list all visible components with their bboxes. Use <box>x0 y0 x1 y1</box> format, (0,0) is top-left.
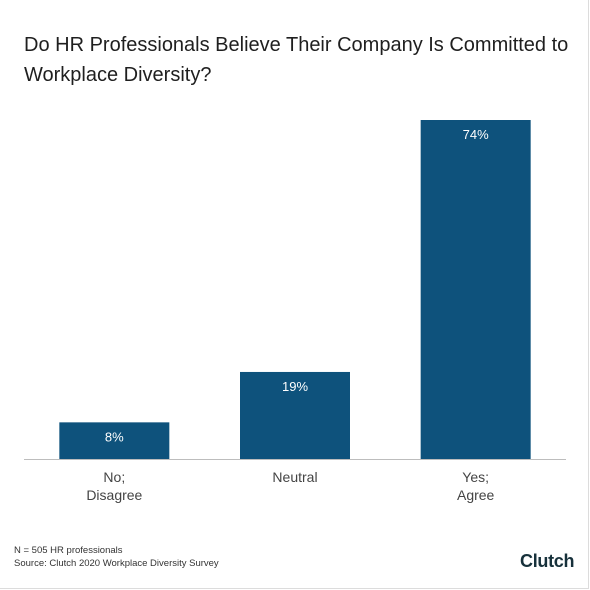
data-label-1: 19% <box>282 379 308 394</box>
bar-1 <box>240 371 350 459</box>
x-tick-label-2-0: Yes; <box>462 469 489 485</box>
chart-title: Do HR Professionals Believe Their Compan… <box>24 34 569 86</box>
x-tick-label-0-0: No; <box>103 469 125 485</box>
sample-size-note: N = 505 HR professionals <box>14 545 123 556</box>
bar-2 <box>420 120 531 459</box>
bar-0 <box>59 422 170 459</box>
x-tick-label-1-0: Neutral <box>272 469 317 485</box>
data-label-2: 74% <box>463 127 489 142</box>
x-tick-label-0-1: Disagree <box>86 487 142 503</box>
data-label-0: 8% <box>105 429 124 444</box>
source-note: Source: Clutch 2020 Workplace Diversity … <box>14 558 219 569</box>
clutch-logo: Clutch <box>520 551 575 571</box>
x-tick-label-2-1: Agree <box>457 487 495 503</box>
chart-footnote: N = 505 HR professionals Source: Clutch … <box>14 544 219 570</box>
